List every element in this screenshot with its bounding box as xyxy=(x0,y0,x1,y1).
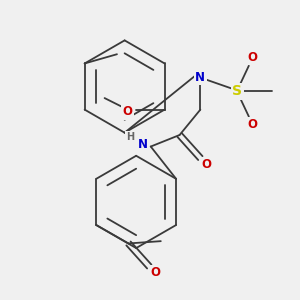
Text: O: O xyxy=(123,105,133,119)
Text: O: O xyxy=(150,266,160,279)
Text: H: H xyxy=(126,132,134,142)
Text: N: N xyxy=(138,138,148,151)
Text: O: O xyxy=(201,158,211,172)
Text: S: S xyxy=(232,84,242,98)
Text: O: O xyxy=(247,118,257,131)
Text: O: O xyxy=(247,51,257,64)
Text: N: N xyxy=(195,71,206,84)
